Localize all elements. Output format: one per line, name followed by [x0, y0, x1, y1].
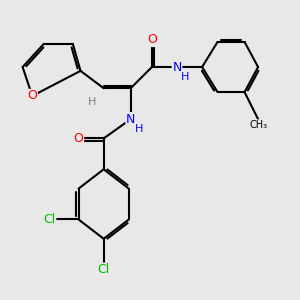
Text: H: H [88, 97, 96, 107]
Text: O: O [27, 89, 37, 103]
Text: H: H [181, 72, 190, 82]
Text: H: H [135, 124, 143, 134]
Text: O: O [74, 132, 83, 145]
Text: CH₃: CH₃ [249, 120, 267, 130]
Text: O: O [147, 34, 157, 46]
Text: N: N [172, 61, 182, 74]
Text: Cl: Cl [98, 263, 110, 276]
Text: N: N [126, 112, 135, 126]
Text: Cl: Cl [44, 213, 56, 226]
